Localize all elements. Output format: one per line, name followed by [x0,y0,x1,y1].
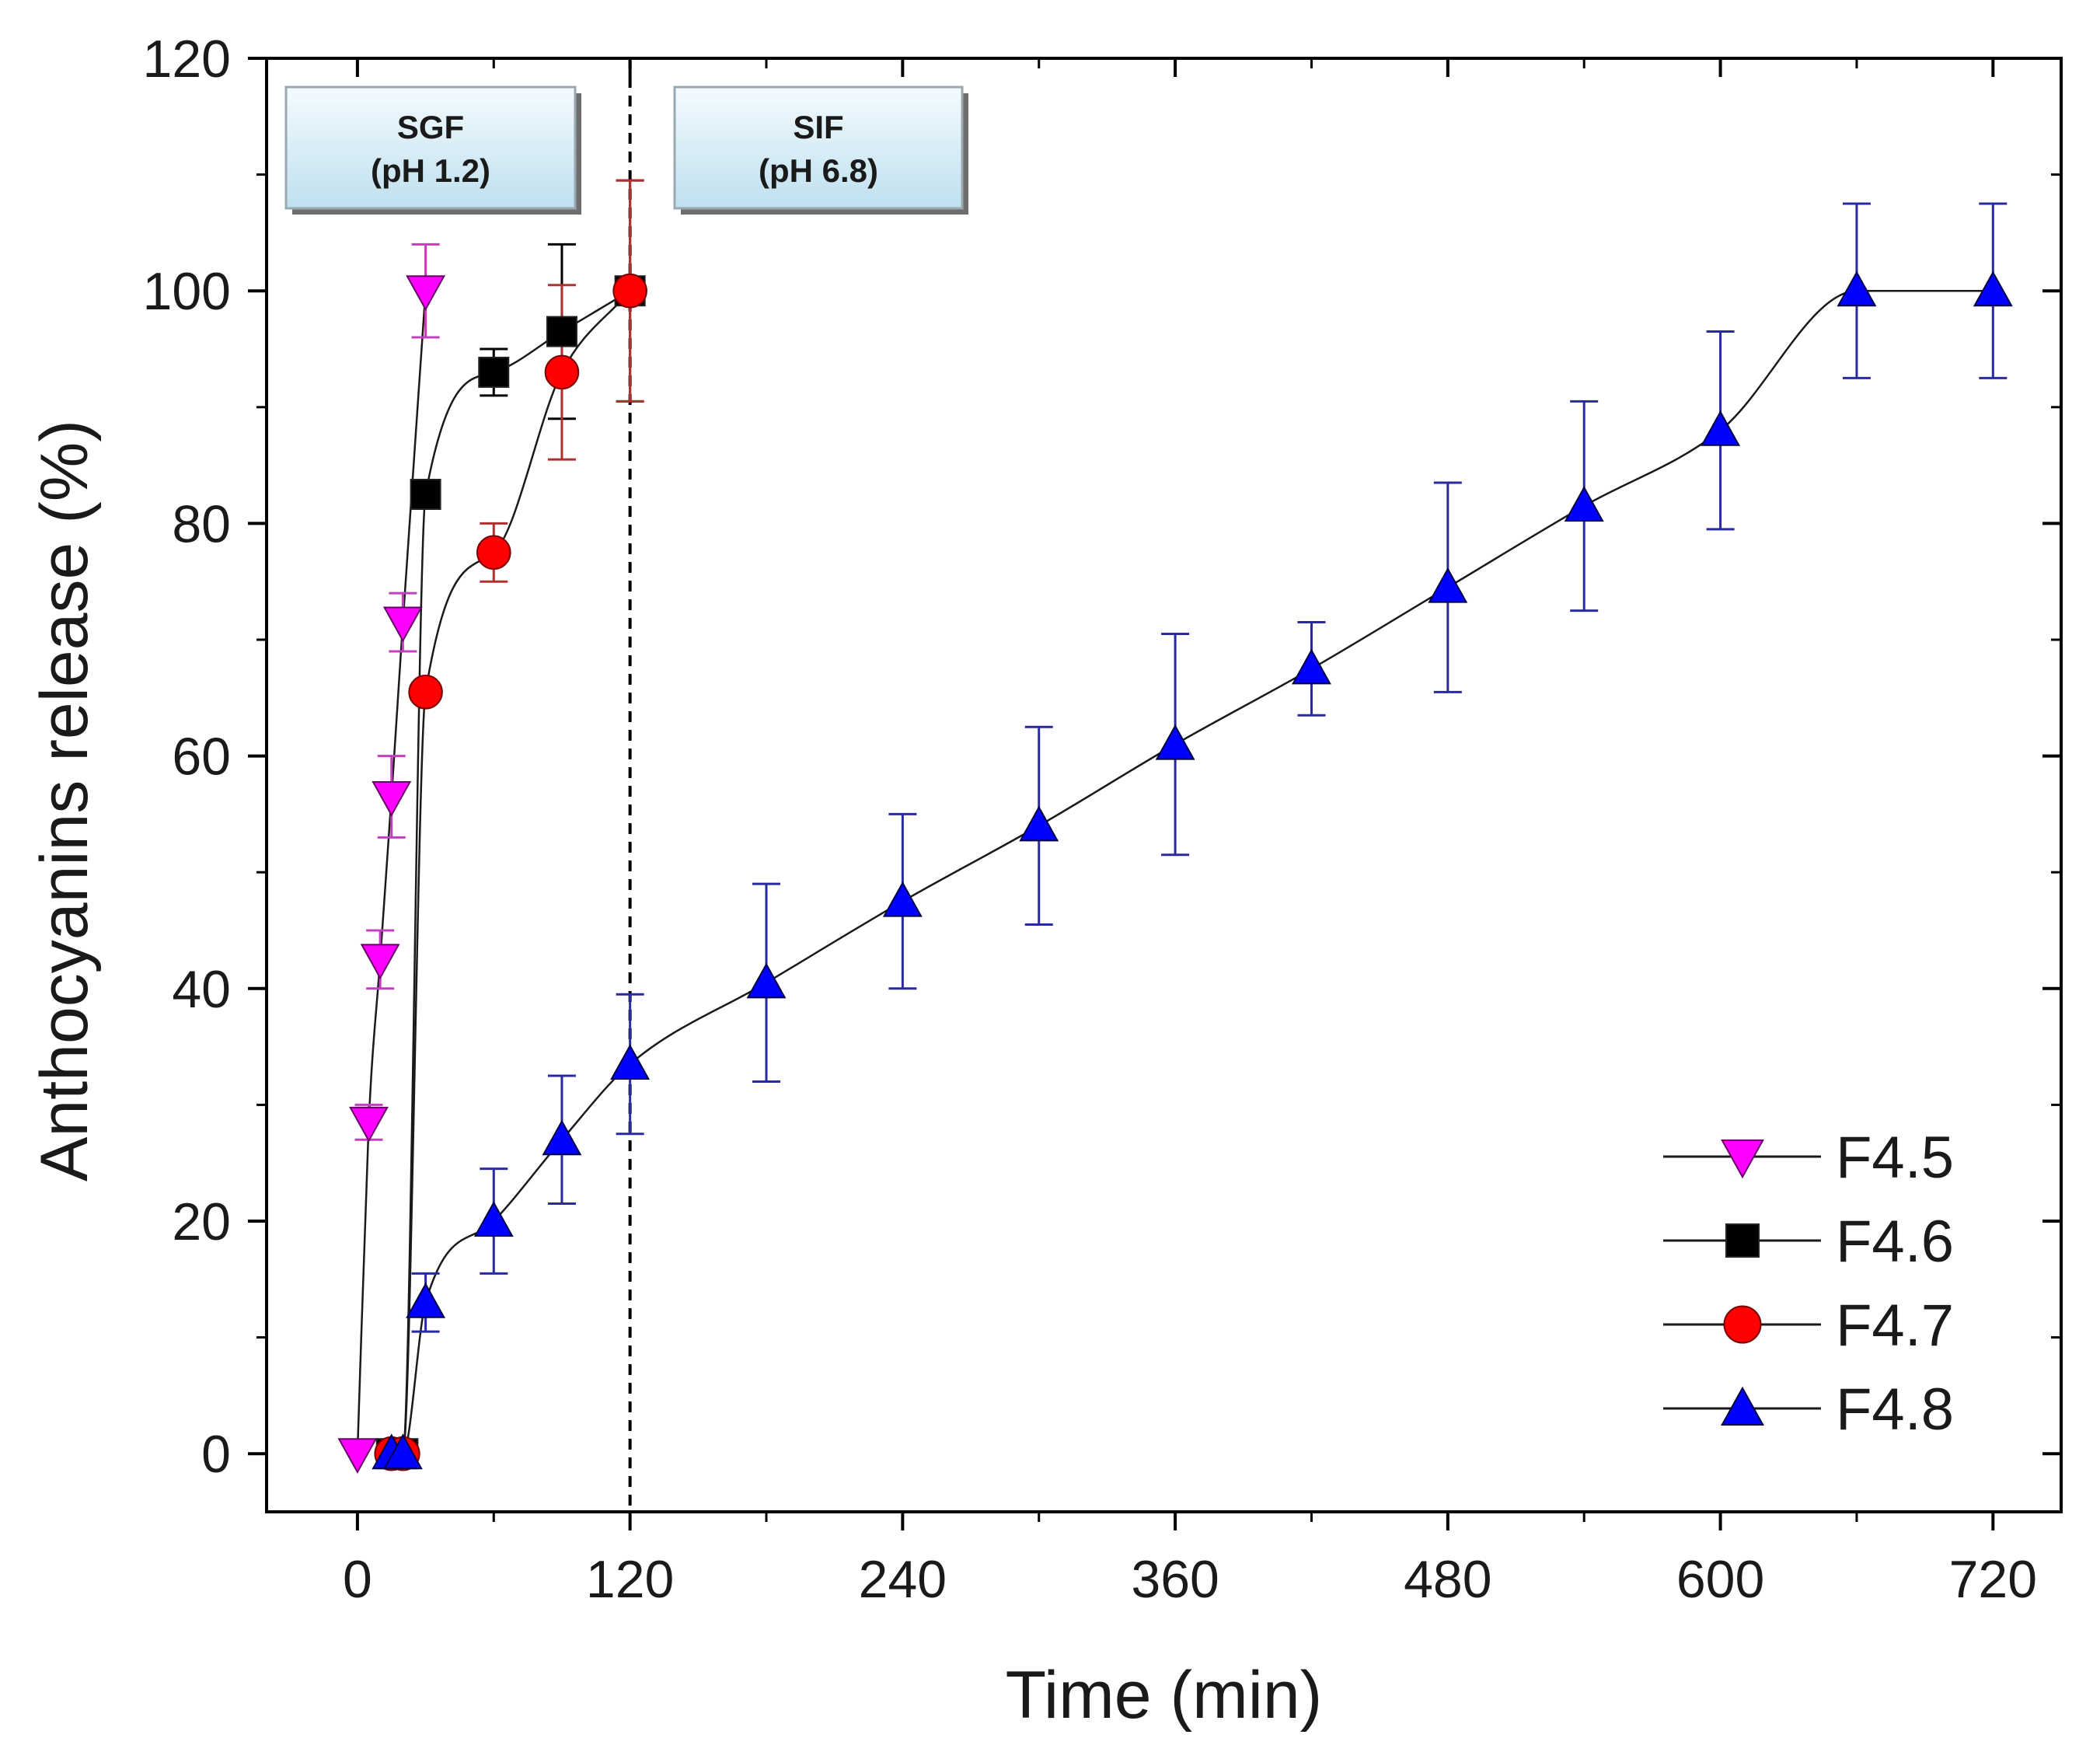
phase-box-bg [284,86,577,210]
point-f4-8 [1837,270,1877,307]
point-f4-8 [1292,648,1331,685]
point-f4-7 [544,354,580,390]
phase-labels: SGF (pH 1.2) SIF (pH 6.8) [284,86,968,215]
y-axis-title: Anthocyanins release (%) [27,420,102,1181]
phase-box-bg [673,86,964,210]
point-f4-8 [746,962,787,999]
point-f4-7 [408,675,443,710]
point-f4-8 [382,1433,423,1470]
point-f4-5 [382,606,423,643]
point-f4-6 [546,316,577,347]
point-f4-7 [612,273,647,309]
x-tick-label: 600 [1676,1550,1764,1609]
point-f4-5 [372,780,412,817]
point-f4-8 [1701,410,1741,446]
y-tick-label: 100 [143,262,231,321]
point-f4-5 [360,944,400,980]
phase-sublabel: (pH 1.2) [371,152,490,189]
curve-f4-5 [356,291,427,1454]
legend-item-f4-6: F4.6 [1663,1209,1954,1275]
y-tick-label: 60 [172,728,231,787]
phase-label: SIF [793,109,843,145]
x-tick-label: 0 [343,1550,372,1609]
plot-frame [265,57,2063,1513]
x-tick-label: 120 [586,1550,674,1609]
legend-label: F4.6 [1836,1209,1954,1275]
point-f4-7 [476,535,511,571]
point-f4-8 [406,1282,446,1318]
axes: 0 120 240 360 480 600 720 0 20 40 60 80 100 120 [143,30,2063,1609]
legend-label: F4.8 [1836,1377,1954,1443]
phase-label: SGF [397,109,464,145]
x-axis-title: Time (min) [1006,1658,1323,1733]
legend-marker-f4-6 [1725,1223,1760,1258]
y-tick-label: 40 [172,960,231,1019]
point-f4-5 [406,275,446,312]
legend-item-f4-8: F4.8 [1663,1377,1954,1443]
legend-marker-f4-7 [1723,1305,1762,1344]
point-f4-8 [1973,270,2013,307]
x-tick-label: 360 [1131,1550,1219,1609]
x-tick-label: 480 [1404,1550,1491,1609]
point-f4-8 [1155,724,1195,760]
point-f4-8 [473,1201,514,1237]
point-f4-5 [337,1438,378,1475]
point-f4-8 [1019,805,1059,842]
legend-item-f4-5: F4.5 [1663,1125,1954,1191]
y-tick-label: 20 [172,1192,231,1251]
legend-label: F4.5 [1836,1125,1954,1191]
y-tick-label: 80 [172,494,231,553]
point-f4-8 [882,881,923,917]
fit-curves [356,289,1994,1455]
legend-marker-f4-8 [1721,1386,1764,1426]
legend-item-f4-7: F4.7 [1663,1293,1954,1359]
curve-f4-8 [391,289,1994,1455]
point-f4-6 [410,479,441,510]
x-tick-label: 240 [859,1550,947,1609]
legend-label: F4.7 [1836,1293,1954,1359]
point-f4-8 [610,1044,651,1080]
phase-box-sgf: SGF (pH 1.2) [284,86,581,215]
legend-marker-f4-5 [1721,1140,1764,1179]
phase-box-sif: SIF (pH 6.8) [673,86,968,215]
x-tick-label: 720 [1949,1550,2037,1609]
curve-f4-6 [391,290,631,1455]
point-f4-8 [1564,486,1604,522]
phase-sublabel: (pH 6.8) [759,152,878,189]
point-f4-5 [349,1106,389,1143]
y-tick-label: 120 [143,30,231,89]
y-tick-label: 0 [201,1425,231,1484]
data-points [337,270,2013,1475]
point-f4-8 [542,1119,582,1156]
legend: F4.5 F4.6 F4.7 F4.8 [1663,1125,1954,1443]
point-f4-8 [1428,567,1468,603]
point-f4-6 [478,356,510,388]
curve-f4-7 [391,290,631,1455]
